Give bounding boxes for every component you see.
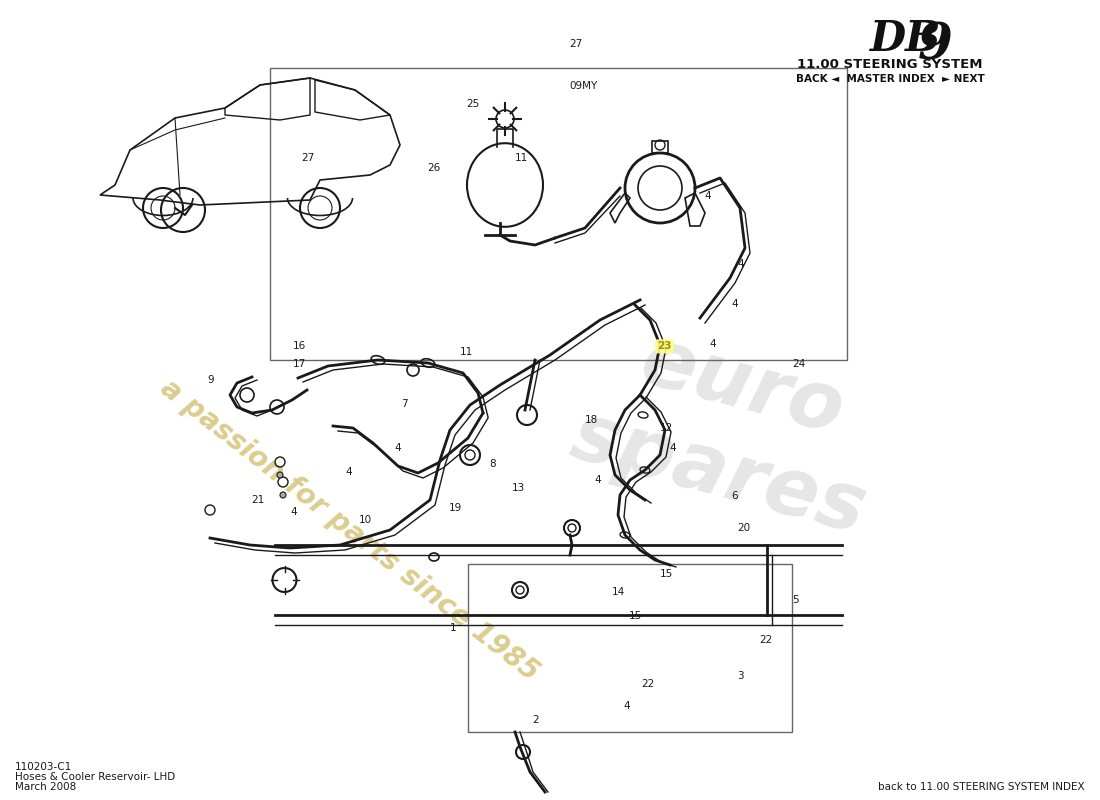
Text: 27: 27	[570, 39, 583, 49]
Text: 10: 10	[359, 515, 372, 525]
Text: 11: 11	[515, 154, 528, 163]
Text: 17: 17	[293, 359, 306, 369]
Text: March 2008: March 2008	[15, 782, 76, 792]
Text: 18: 18	[585, 415, 598, 425]
Text: 09MY: 09MY	[569, 82, 597, 91]
Bar	[270, 68, 847, 360]
Text: 24: 24	[792, 359, 805, 369]
Text: 13: 13	[512, 483, 525, 493]
Text: 16: 16	[293, 341, 306, 350]
Text: 27: 27	[301, 154, 315, 163]
Text: 4: 4	[737, 259, 744, 269]
Text: 23: 23	[657, 342, 672, 351]
Text: 110203-C1: 110203-C1	[15, 762, 73, 772]
Text: 9: 9	[208, 375, 214, 385]
Text: 26: 26	[427, 163, 440, 173]
Text: 11.00 STEERING SYSTEM: 11.00 STEERING SYSTEM	[798, 58, 982, 71]
Text: 6: 6	[732, 491, 738, 501]
Text: 4: 4	[670, 443, 676, 453]
Text: 4: 4	[345, 467, 352, 477]
Text: 25: 25	[466, 99, 480, 109]
Circle shape	[280, 492, 286, 498]
Text: 11: 11	[460, 347, 473, 357]
Text: 3: 3	[737, 671, 744, 681]
Text: 4: 4	[704, 191, 711, 201]
Text: euro
spares: euro spares	[562, 310, 898, 550]
Text: 21: 21	[251, 495, 264, 505]
Text: a passion for parts since 1985: a passion for parts since 1985	[155, 374, 544, 686]
Text: 1: 1	[450, 623, 456, 633]
Bar	[468, 564, 792, 732]
Circle shape	[277, 472, 283, 478]
Text: 12: 12	[660, 423, 673, 433]
Text: 15: 15	[629, 611, 642, 621]
Text: 7: 7	[402, 399, 408, 409]
Text: 4: 4	[594, 475, 601, 485]
Text: 4: 4	[710, 339, 716, 349]
Text: back to 11.00 STEERING SYSTEM INDEX: back to 11.00 STEERING SYSTEM INDEX	[879, 782, 1085, 792]
Text: 14: 14	[612, 587, 625, 597]
Text: 4: 4	[290, 507, 297, 517]
Text: 4: 4	[624, 701, 630, 710]
Text: 8: 8	[490, 459, 496, 469]
Text: 2: 2	[532, 715, 539, 725]
Text: 4: 4	[732, 299, 738, 309]
Text: Hoses & Cooler Reservoir- LHD: Hoses & Cooler Reservoir- LHD	[15, 772, 175, 782]
Text: 9: 9	[918, 22, 953, 71]
Text: 4: 4	[395, 443, 402, 453]
Text: 15: 15	[660, 570, 673, 579]
Text: 22: 22	[759, 635, 772, 645]
Text: DB: DB	[870, 18, 942, 60]
Text: 19: 19	[449, 503, 462, 513]
Text: 22: 22	[641, 679, 654, 689]
Text: 5: 5	[792, 595, 799, 605]
Text: BACK ◄  MASTER INDEX  ► NEXT: BACK ◄ MASTER INDEX ► NEXT	[795, 74, 984, 84]
Text: 20: 20	[737, 523, 750, 533]
